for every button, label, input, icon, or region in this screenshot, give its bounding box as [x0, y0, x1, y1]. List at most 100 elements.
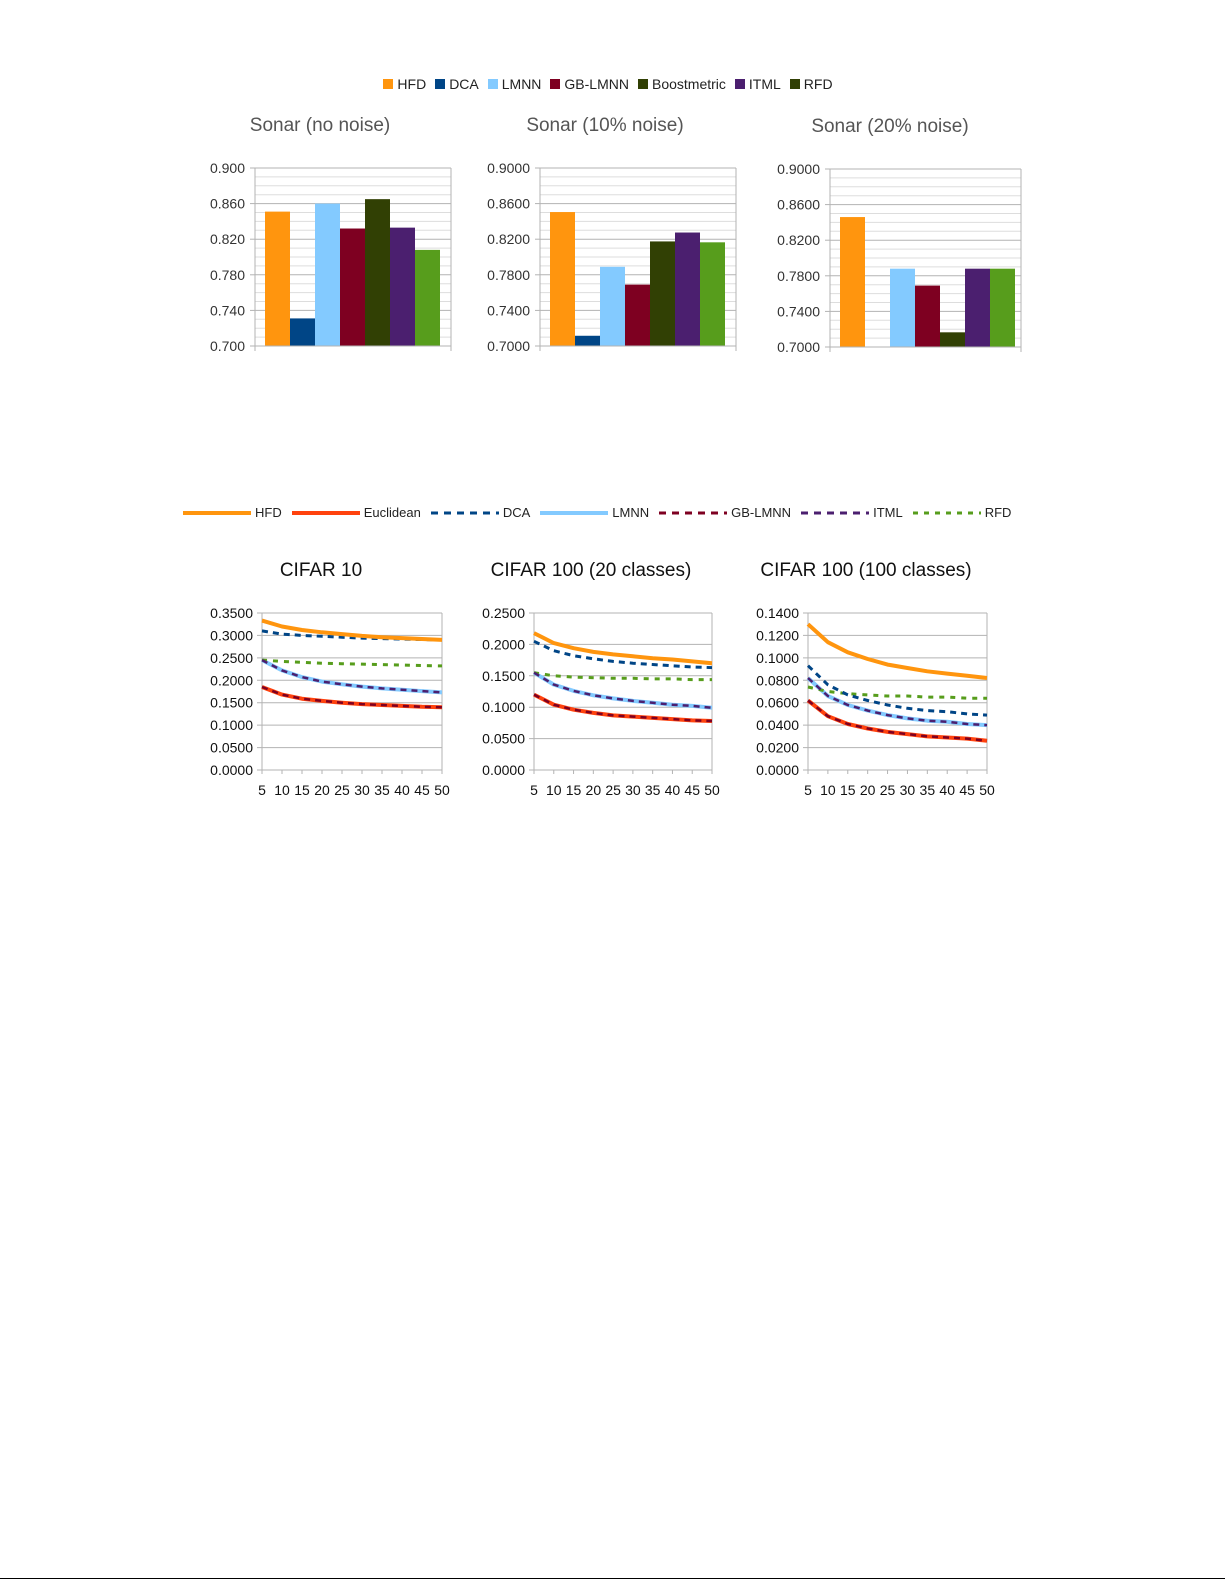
y-tick-label: 0.900: [210, 160, 245, 176]
series-line-hfd: [261, 618, 443, 642]
bar-chart-sonar-10-noise: Sonar (10% noise) 0.7000 0.7400 0.7800 0.820…: [480, 110, 750, 365]
series-line-itml: [807, 677, 988, 727]
x-tick-label: 35: [645, 782, 661, 798]
y-tick-label: 0.860: [210, 196, 245, 212]
x-tick-label: 35: [374, 782, 390, 798]
legend-line-key: [183, 510, 251, 515]
bar-rfd: [990, 268, 1015, 347]
x-tick-label: 25: [334, 782, 350, 798]
bar-itml: [965, 268, 990, 347]
y-tick-label: 0.2500: [210, 650, 253, 666]
legend-label: HFD: [397, 76, 427, 92]
x-tick-label: 30: [625, 782, 641, 798]
x-tick-label: 20: [314, 782, 330, 798]
x-tick-label: 5: [804, 782, 812, 798]
y-tick-label: 0.8600: [487, 196, 530, 212]
series-line-rfd: [533, 671, 712, 682]
legend-item-lmnn: LMNN: [487, 76, 541, 92]
bar-itml: [390, 227, 415, 346]
y-tick-label: 0.9000: [487, 160, 530, 176]
legend-label: Euclidean: [363, 505, 421, 520]
chart-title: Sonar (20% noise): [811, 116, 968, 137]
chart-title: Sonar (10% noise): [526, 115, 683, 136]
x-tick-label: 45: [684, 782, 700, 798]
legend-label: GB-LMNN: [564, 76, 629, 92]
bar-chart-svg: Sonar (no noise) 0.700 0.740 0.780 0.820 0.86…: [210, 115, 452, 354]
y-tick-label: 0.7800: [487, 267, 530, 283]
series-line-dca: [533, 639, 713, 670]
x-tick-label: 30: [900, 782, 916, 798]
bar-chart-svg: Sonar (20% noise) 0.7000 0.7400 0.7800 0.820…: [777, 116, 1022, 355]
bar-hfd: [550, 212, 575, 346]
y-tick-label: 0.2000: [210, 672, 253, 688]
series-line-gb-lmnn: [807, 699, 988, 743]
chart-title: CIFAR 100 (20 classes): [491, 560, 692, 581]
bar-lmnn: [315, 203, 340, 346]
y-tick-label: 0.2500: [482, 605, 525, 621]
series-line-hfd: [533, 631, 713, 666]
y-tick-label: 0.3500: [210, 605, 253, 621]
legend-label: DCA: [502, 505, 531, 520]
x-tick-label: 25: [605, 782, 621, 798]
x-tick-label: 40: [394, 782, 410, 798]
bar-boostmetric: [365, 199, 390, 346]
x-tick-label: 45: [959, 782, 975, 798]
y-tick-label: 0.1000: [756, 650, 799, 666]
bar-chart-sonar-no-noise: Sonar (no noise) 0.700 0.740 0.780 0.820 0.86…: [195, 110, 465, 365]
page-bottom-rule: [0, 1578, 1225, 1579]
legend-swatch: [435, 79, 446, 89]
legend-label: ITML: [873, 505, 903, 520]
y-tick-label: 0.0500: [210, 740, 253, 756]
y-tick-label: 0.1200: [756, 627, 799, 643]
chart-title: CIFAR 100 (100 classes): [760, 560, 971, 581]
series-line-dca: [261, 629, 443, 642]
legend-item-lmnn: LMNN: [540, 505, 649, 520]
x-tick-label: 45: [414, 782, 430, 798]
bar-dca: [575, 335, 600, 346]
y-tick-label: 0.740: [210, 302, 245, 318]
y-tick-label: 0.0400: [756, 717, 799, 733]
legend-line-key: [291, 510, 360, 515]
legend-item-rfd: RFD: [912, 505, 1011, 520]
y-tick-label: 0.9000: [777, 161, 820, 177]
y-tick-label: 0.7000: [777, 339, 820, 355]
y-tick-label: 0.7400: [777, 303, 820, 319]
legend-item-hfd: HFD: [183, 505, 282, 520]
series-line-itml: [261, 658, 443, 694]
legend-swatch: [734, 79, 745, 89]
legend-item-itml: ITML: [801, 505, 903, 520]
y-tick-label: 0.700: [210, 338, 245, 354]
x-tick-label: 40: [939, 782, 955, 798]
y-tick-label: 0.0200: [756, 740, 799, 756]
bar-gb-lmnn: [625, 284, 650, 346]
legend-item-hfd: HFD: [383, 76, 426, 92]
x-tick-label: 30: [354, 782, 370, 798]
legend-label: RFD: [803, 76, 833, 92]
y-tick-label: 0.1000: [482, 699, 525, 715]
legend-item-gb-lmnn: GB-LMNN: [550, 76, 629, 92]
y-tick-label: 0.0000: [482, 762, 525, 778]
bar-rfd: [415, 249, 440, 346]
chart-title: CIFAR 10: [280, 560, 362, 581]
x-tick-label: 5: [258, 782, 266, 798]
x-tick-label: 50: [704, 782, 720, 798]
y-tick-label: 0.7400: [487, 302, 530, 318]
y-tick-label: 0.8200: [487, 231, 530, 247]
y-tick-label: 0.7800: [777, 268, 820, 284]
y-tick-label: 0.0000: [210, 762, 253, 778]
legend-item-rfd: RFD: [789, 76, 833, 92]
line-chart-svg: CIFAR 100 (100 classes) 0.0000 0.0200 0.040…: [756, 560, 995, 798]
series-line-dca: [806, 664, 988, 717]
y-tick-label: 0.2000: [482, 636, 525, 652]
x-tick-label: 35: [920, 782, 936, 798]
legend-label: GB-LMNN: [731, 505, 792, 520]
x-tick-label: 25: [880, 782, 896, 798]
line-chart-cifar-100-100: CIFAR 100 (100 classes) 0.0000 0.0200 0.040…: [745, 555, 1005, 815]
bar-boostmetric: [940, 332, 965, 347]
bar-rfd: [700, 242, 725, 346]
y-tick-label: 0.0800: [756, 672, 799, 688]
y-tick-label: 0.820: [210, 231, 245, 247]
line-chart-cifar-10: CIFAR 10 0.0000 0.0500 0.1000 0.1500 0.2000 0.…: [195, 555, 460, 815]
bar-gb-lmnn: [340, 228, 365, 346]
bar-dca: [290, 318, 315, 346]
